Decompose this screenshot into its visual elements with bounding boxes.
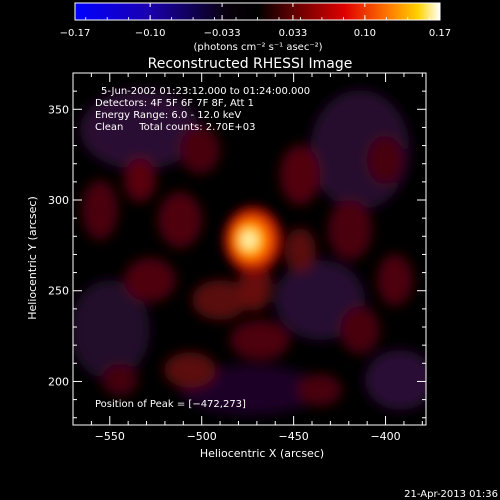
- x-tick-label: −450: [279, 430, 309, 443]
- annotation-line: Clean Total counts: 2.70E+03: [95, 122, 255, 133]
- y-tick-label: 300: [48, 194, 69, 207]
- axes: −550 −500 −450 −400 200 250 300 350: [48, 72, 426, 443]
- y-axis-label: Heliocentric Y (arcsec): [26, 196, 39, 320]
- peak-label: Position of Peak = [−472,273]: [95, 399, 246, 410]
- colorbar-unit-label: (photons cm⁻² s⁻¹ asec⁻²): [193, 42, 322, 53]
- x-tick-label: −400: [370, 430, 400, 443]
- annotations: 5-Jun-2002 01:23:12.000 to 01:24:00.000D…: [95, 86, 310, 133]
- x-tick-label: −550: [95, 430, 125, 443]
- annotation-line: Energy Range: 6.0 - 12.0 keV: [95, 110, 241, 121]
- chart-title: Reconstructed RHESSI Image: [148, 56, 353, 72]
- colorbar-ticks: −0.17 −0.10 −0.033 0.033 0.10 0.17: [60, 3, 451, 39]
- colorbar-tick-label: −0.033: [204, 28, 241, 39]
- colorbar-tick-label: 0.033: [279, 28, 308, 39]
- x-tick-label: −500: [187, 430, 217, 443]
- y-tick-label: 350: [48, 103, 69, 116]
- y-tick-label: 200: [48, 375, 69, 388]
- colorbar-tick-label: −0.17: [60, 28, 91, 39]
- colorbar-tick-label: −0.10: [135, 28, 166, 39]
- footer-timestamp: 21-Apr-2013 01:36: [404, 489, 498, 500]
- heatmap-image: [73, 73, 426, 425]
- plot-frame: [72, 72, 427, 426]
- annotation-line: Detectors: 4F 5F 6F 7F 8F, Att 1: [95, 98, 254, 109]
- colorbar-tick-label: 0.17: [429, 28, 451, 39]
- y-tick-label: 250: [48, 285, 69, 298]
- annotation-line: 5-Jun-2002 01:23:12.000 to 01:24:00.000: [101, 86, 310, 97]
- x-axis-label: Heliocentric X (arcsec): [200, 447, 324, 460]
- colorbar-tick-label: 0.10: [354, 28, 376, 39]
